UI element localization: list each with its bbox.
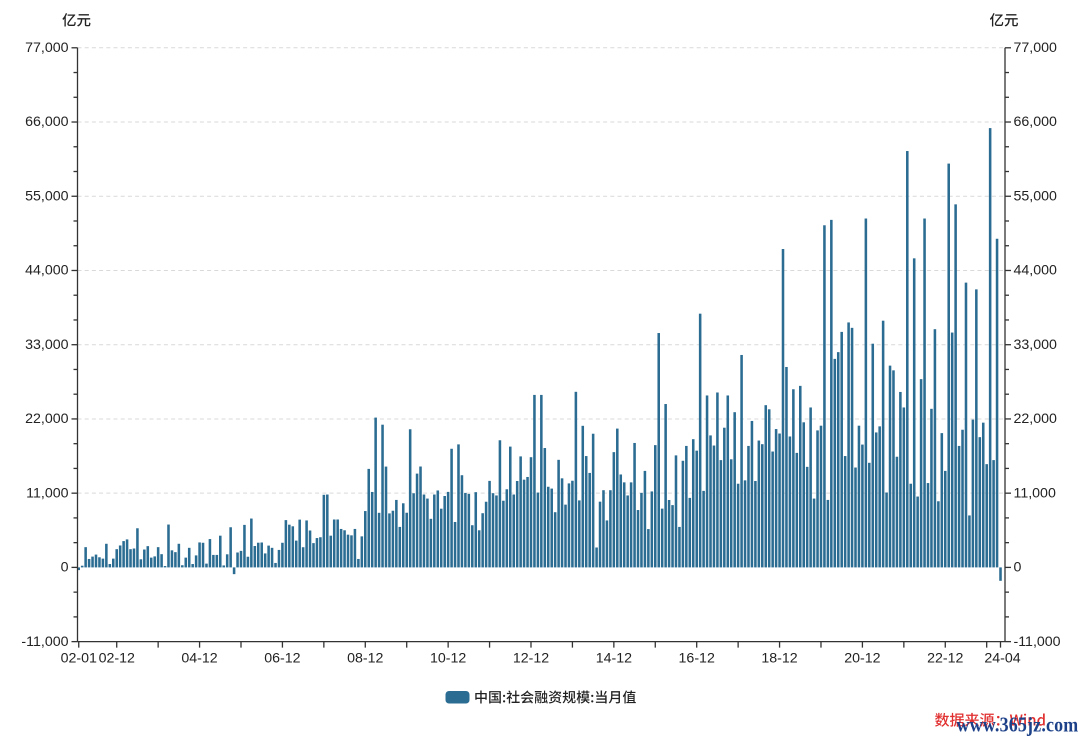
svg-text:18-12: 18-12	[761, 650, 797, 666]
svg-text:-11,000: -11,000	[21, 634, 68, 650]
svg-text:11,000: 11,000	[1014, 485, 1056, 501]
svg-text:24-04: 24-04	[984, 650, 1020, 666]
svg-text:66,000: 66,000	[1014, 114, 1058, 130]
svg-text:11,000: 11,000	[26, 485, 68, 501]
svg-text:02-01: 02-01	[61, 650, 97, 666]
svg-text:44,000: 44,000	[25, 263, 69, 279]
svg-text:www.365jz.com: www.365jz.com	[957, 714, 1079, 736]
svg-text:55,000: 55,000	[1014, 188, 1058, 204]
svg-text:12-12: 12-12	[513, 650, 549, 666]
svg-text:44,000: 44,000	[1014, 263, 1058, 279]
svg-text:10-12: 10-12	[430, 650, 466, 666]
svg-text:0: 0	[61, 560, 69, 576]
svg-text:77,000: 77,000	[25, 40, 69, 56]
svg-text:14-12: 14-12	[596, 650, 632, 666]
svg-text:33,000: 33,000	[25, 337, 69, 353]
svg-text:08-12: 08-12	[347, 650, 383, 666]
svg-text:77,000: 77,000	[1014, 40, 1058, 56]
svg-text:66,000: 66,000	[25, 114, 69, 130]
svg-text:04-12: 04-12	[181, 650, 217, 666]
svg-text:22,000: 22,000	[1014, 411, 1058, 427]
svg-text:06-12: 06-12	[264, 650, 300, 666]
svg-text:55,000: 55,000	[25, 188, 69, 204]
svg-text:02-12: 02-12	[99, 650, 135, 666]
svg-text:22-12: 22-12	[927, 650, 963, 666]
svg-text:-11,000: -11,000	[1014, 634, 1061, 650]
svg-text:0: 0	[1014, 560, 1022, 576]
svg-text:33,000: 33,000	[1014, 337, 1058, 353]
svg-text:20-12: 20-12	[844, 650, 880, 666]
svg-text:22,000: 22,000	[25, 411, 69, 427]
svg-text:16-12: 16-12	[679, 650, 715, 666]
